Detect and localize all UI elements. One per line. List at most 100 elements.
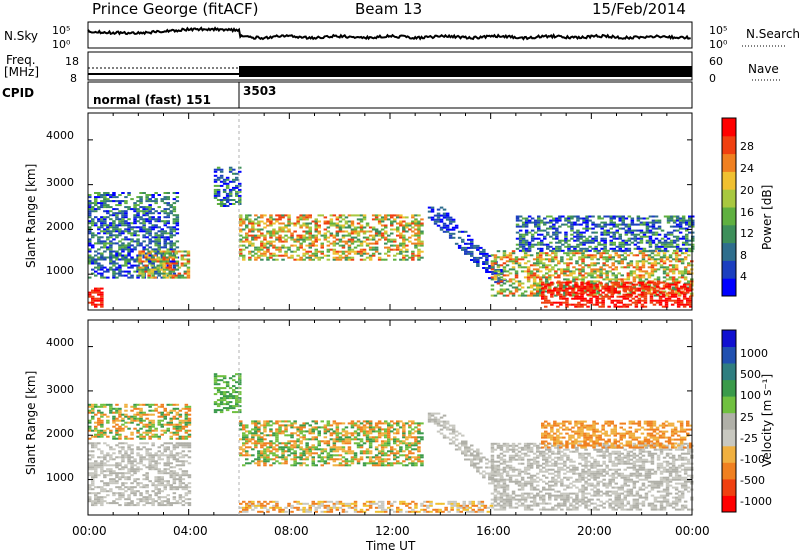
velocity-cell xyxy=(112,492,116,495)
power-cell xyxy=(272,258,276,261)
velocity-cell xyxy=(109,464,113,467)
power-cell xyxy=(555,227,559,230)
power-cell xyxy=(578,252,582,255)
power-cell xyxy=(278,254,282,257)
power-cell xyxy=(411,256,415,259)
velocity-cell xyxy=(151,500,155,503)
power-cell xyxy=(476,261,480,263)
power-cell xyxy=(103,216,107,219)
power-cell xyxy=(505,270,510,273)
velocity-cell xyxy=(112,480,116,483)
power-cell xyxy=(677,276,682,279)
power-cell xyxy=(130,208,134,211)
power-cell xyxy=(145,248,149,251)
power-cell xyxy=(97,303,101,306)
velocity-cell xyxy=(184,417,189,420)
velocity-cell xyxy=(151,419,155,422)
power-cell xyxy=(154,270,158,273)
power-cell xyxy=(166,198,170,201)
power-cell xyxy=(97,218,101,221)
power-cell xyxy=(529,284,534,287)
power-cell xyxy=(629,264,634,267)
power-cell xyxy=(550,303,554,306)
power-cell xyxy=(448,220,453,223)
power-cell xyxy=(579,249,583,252)
power-cell xyxy=(411,254,415,257)
velocity-cell xyxy=(216,399,221,402)
power-cell xyxy=(94,250,98,253)
velocity-cell xyxy=(178,468,183,471)
velocity-cell xyxy=(151,429,155,432)
power-cell xyxy=(235,184,239,187)
power-cell xyxy=(666,245,671,248)
velocity-cell xyxy=(248,440,252,443)
power-cbar-tick: 24 xyxy=(740,162,754,175)
velocity-cell xyxy=(139,403,143,406)
power-cell xyxy=(377,258,382,261)
power-cell xyxy=(213,196,218,199)
velocity-cell xyxy=(145,486,149,489)
power-cell xyxy=(281,258,285,261)
power-cell xyxy=(266,230,270,233)
power-cell xyxy=(136,276,140,279)
power-cell xyxy=(616,283,620,286)
power-cell xyxy=(518,229,523,232)
power-cell xyxy=(592,289,596,292)
power-cell xyxy=(417,234,421,237)
power-cell xyxy=(568,291,572,294)
power-cell xyxy=(662,286,667,289)
power-cell xyxy=(100,305,104,308)
power-cell xyxy=(183,272,188,275)
power-cell xyxy=(344,216,349,219)
power-cell xyxy=(139,228,143,231)
power-cell xyxy=(599,254,603,257)
freq-tick-left-high: 18 xyxy=(65,55,79,68)
power-cell xyxy=(470,259,474,261)
velocity-cell xyxy=(151,409,155,412)
velocity-cell xyxy=(263,464,267,467)
power-cell xyxy=(601,301,605,304)
power-cell xyxy=(235,190,239,193)
power-cell xyxy=(160,230,164,233)
velocity-cell xyxy=(151,444,155,447)
power-cell xyxy=(91,262,95,265)
power-cell xyxy=(542,274,546,277)
velocity-cbar-tick: 100 xyxy=(740,389,761,402)
velocity-cell xyxy=(257,464,261,467)
power-cell xyxy=(160,236,164,239)
power-cell xyxy=(635,274,640,277)
power-cell xyxy=(148,220,152,223)
power-cell xyxy=(228,188,233,191)
power-cell xyxy=(552,225,556,228)
power-cell xyxy=(362,232,367,235)
power-cell xyxy=(585,225,589,228)
power-cell xyxy=(630,223,635,226)
power-cell xyxy=(664,301,669,304)
power-cell xyxy=(606,233,610,236)
power-cell xyxy=(600,237,604,240)
noise-tick-left-high: 10⁵ xyxy=(52,24,71,37)
power-cell xyxy=(248,244,252,247)
power-cell xyxy=(539,254,543,257)
power-cell xyxy=(636,247,641,250)
velocity-cell xyxy=(121,474,125,477)
velocity-cell xyxy=(184,442,189,445)
velocity-cell xyxy=(160,490,164,493)
power-cell xyxy=(362,236,367,239)
velocity-cell xyxy=(136,446,140,449)
velocity-cell xyxy=(124,504,128,507)
power-cell xyxy=(545,258,549,261)
velocity-cell xyxy=(166,472,170,475)
power-cell xyxy=(476,256,480,259)
power-cell xyxy=(172,218,177,221)
power-cell xyxy=(482,254,486,257)
power-cell xyxy=(106,212,110,215)
velocity-cell xyxy=(88,454,92,457)
velocity-cell xyxy=(115,502,119,505)
velocity-cell xyxy=(239,424,243,427)
power-cell xyxy=(323,234,328,237)
velocity-cell xyxy=(238,377,242,380)
power-cell xyxy=(148,230,152,233)
power-cell xyxy=(405,224,409,227)
power-cell xyxy=(402,220,406,223)
